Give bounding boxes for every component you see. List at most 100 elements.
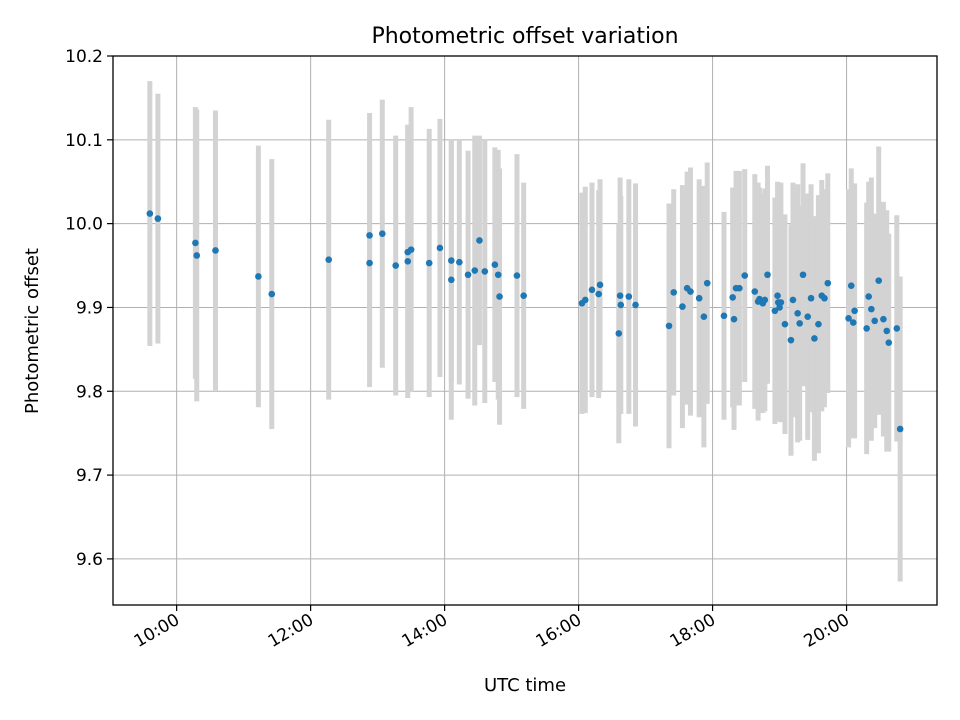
x-tick-label: 16:00 bbox=[533, 610, 585, 652]
data-point bbox=[871, 317, 878, 325]
data-point bbox=[807, 294, 815, 302]
x-tick-label: 20:00 bbox=[801, 610, 853, 652]
data-point bbox=[632, 301, 639, 309]
data-point bbox=[325, 256, 333, 263]
data-point bbox=[695, 294, 703, 302]
data-point bbox=[154, 215, 162, 222]
data-point bbox=[771, 307, 779, 315]
data-point bbox=[268, 290, 276, 298]
x-axis-ticks: 10:00 12:00 14:00 16:00 18:00 20:00 bbox=[131, 605, 853, 652]
data-point bbox=[777, 299, 785, 306]
data-point bbox=[366, 259, 373, 267]
data-point bbox=[845, 315, 852, 322]
data-point bbox=[496, 293, 503, 300]
y-tick-label: 10.1 bbox=[65, 131, 103, 151]
data-markers bbox=[146, 210, 904, 433]
data-point bbox=[436, 244, 444, 252]
data-point bbox=[880, 315, 887, 323]
data-point bbox=[764, 271, 771, 279]
data-point bbox=[789, 296, 797, 304]
y-axis-ticks: 9.6 9.7 9.8 9.9 10.0 10.1 10.2 bbox=[65, 47, 113, 570]
data-point bbox=[588, 286, 596, 294]
data-point bbox=[811, 335, 818, 342]
data-point bbox=[776, 304, 783, 311]
data-point bbox=[425, 259, 433, 267]
data-point bbox=[875, 277, 883, 284]
y-tick-label: 9.7 bbox=[76, 466, 103, 486]
data-point bbox=[865, 293, 872, 300]
data-point bbox=[896, 425, 904, 433]
data-point bbox=[679, 303, 686, 310]
y-tick-label: 9.6 bbox=[76, 550, 103, 570]
data-point bbox=[868, 305, 875, 313]
y-tick-label: 10.0 bbox=[65, 215, 103, 235]
data-point bbox=[670, 289, 678, 296]
data-point bbox=[193, 252, 201, 259]
data-point bbox=[883, 327, 891, 335]
data-point bbox=[481, 268, 489, 275]
error-bars bbox=[147, 81, 903, 582]
data-point bbox=[595, 290, 602, 298]
x-axis-label: UTC time bbox=[484, 675, 566, 696]
data-point bbox=[448, 276, 455, 284]
data-point bbox=[392, 262, 400, 269]
data-point bbox=[736, 284, 743, 292]
x-tick-label: 18:00 bbox=[667, 610, 719, 652]
x-tick-label: 14:00 bbox=[399, 610, 451, 652]
data-point bbox=[799, 271, 807, 279]
data-point bbox=[476, 237, 483, 244]
data-point bbox=[491, 261, 499, 269]
data-point bbox=[448, 257, 455, 264]
data-point bbox=[255, 273, 262, 280]
axes-frame bbox=[112, 55, 938, 606]
data-point bbox=[885, 339, 893, 346]
data-point bbox=[761, 296, 769, 304]
data-point bbox=[513, 272, 521, 279]
data-point bbox=[366, 232, 373, 239]
data-point bbox=[794, 310, 801, 317]
data-point bbox=[787, 336, 795, 344]
data-point bbox=[774, 292, 781, 300]
data-point bbox=[581, 296, 589, 304]
data-point bbox=[464, 271, 472, 279]
data-point bbox=[815, 320, 822, 328]
data-point bbox=[471, 267, 479, 274]
y-tick-label: 10.2 bbox=[65, 47, 103, 67]
data-point bbox=[804, 313, 812, 320]
data-point bbox=[379, 230, 386, 237]
data-point bbox=[404, 258, 412, 265]
data-point bbox=[615, 330, 623, 337]
y-tick-label: 9.9 bbox=[76, 298, 103, 318]
data-point bbox=[730, 315, 738, 323]
data-point bbox=[729, 294, 736, 301]
data-point bbox=[893, 325, 901, 332]
y-tick-label: 9.8 bbox=[76, 382, 103, 402]
data-point bbox=[700, 313, 708, 320]
x-tick-label: 12:00 bbox=[265, 610, 317, 652]
y-axis-label: Photometric offset bbox=[22, 248, 43, 414]
data-point bbox=[821, 294, 828, 302]
data-point bbox=[781, 320, 789, 328]
data-point bbox=[617, 301, 625, 309]
data-point bbox=[796, 320, 803, 327]
data-point bbox=[703, 279, 711, 287]
chart-title: Photometric offset variation bbox=[371, 24, 678, 49]
data-point bbox=[741, 272, 749, 279]
data-point bbox=[494, 271, 502, 279]
data-point bbox=[407, 246, 415, 253]
data-point bbox=[625, 293, 633, 300]
data-point bbox=[456, 258, 463, 266]
data-point bbox=[146, 210, 154, 217]
x-tick-label: 10:00 bbox=[131, 610, 183, 652]
data-point bbox=[520, 292, 527, 300]
data-point bbox=[192, 239, 199, 247]
data-point bbox=[849, 319, 857, 326]
data-point bbox=[847, 282, 855, 289]
data-point bbox=[665, 322, 673, 330]
data-point bbox=[596, 281, 604, 289]
data-point bbox=[616, 292, 624, 300]
data-point bbox=[863, 325, 870, 332]
data-point bbox=[212, 247, 219, 254]
data-point bbox=[851, 307, 858, 315]
